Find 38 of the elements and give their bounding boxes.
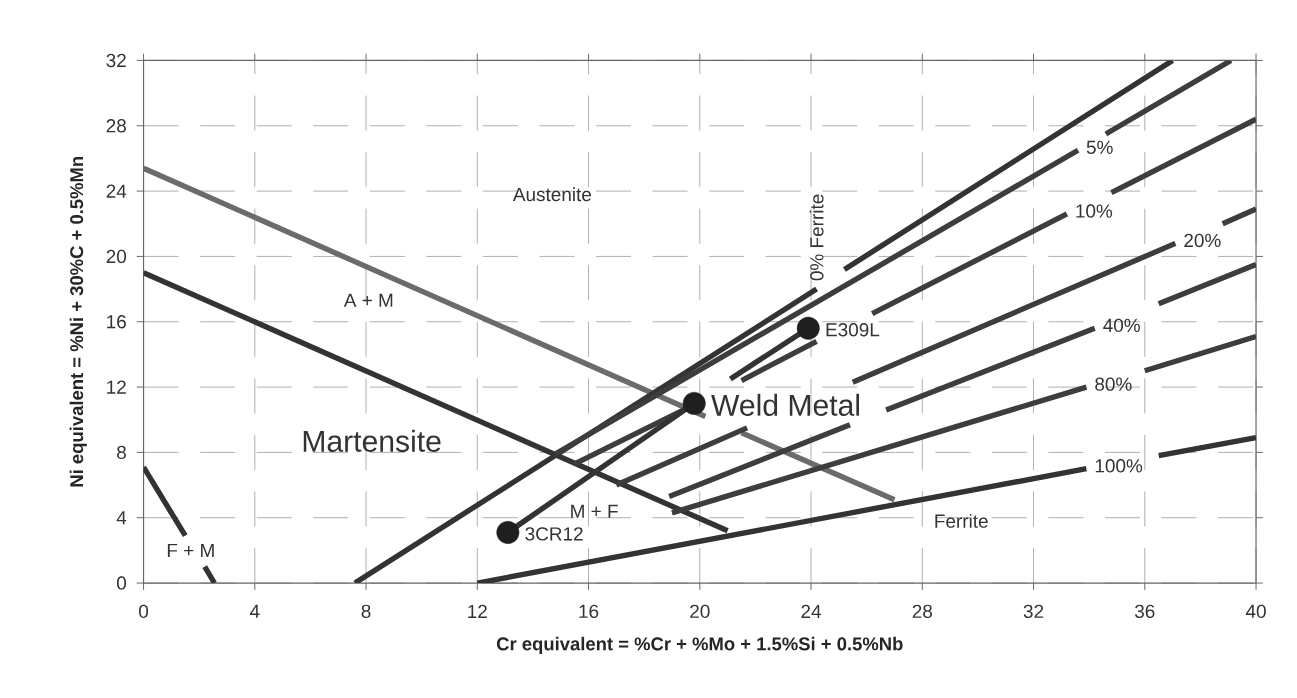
x-tick-label: 0	[139, 604, 149, 618]
x-tick-label: 16	[579, 604, 599, 618]
series-label: 10%	[1076, 204, 1113, 218]
annotation: E309L	[826, 323, 880, 337]
y-tick-label: 20	[106, 249, 127, 264]
annotation: Austenite	[512, 187, 592, 202]
y-tick-label: 0	[116, 576, 127, 590]
y-axis-title: Ni equivalent = %Ni + 30%C + 0.5%Mn	[69, 156, 87, 487]
y-tick-label: 28	[106, 119, 126, 133]
y-tick-label: 8	[117, 445, 126, 460]
x-tick-label: 12	[468, 604, 487, 618]
y-tick-label: 12	[107, 380, 126, 394]
annotation: M + F	[571, 504, 618, 518]
annotation: Ferrite	[935, 513, 988, 528]
x-tick-label: 24	[801, 604, 822, 618]
annotation: Martensite	[303, 429, 441, 452]
series-label: 20%	[1184, 233, 1221, 248]
series-label: 80%	[1095, 377, 1132, 391]
x-tick-label: 28	[912, 604, 932, 618]
x-tick-label: 40	[1245, 604, 1266, 618]
series-label: 40%	[1103, 318, 1140, 333]
series-label: 5%	[1086, 140, 1113, 154]
y-tick-label: 32	[106, 53, 126, 68]
x-tick-label: 20	[690, 604, 710, 618]
x-tick-label: 4	[249, 604, 260, 618]
y-tick-label: 4	[116, 511, 127, 525]
y-tick-label: 24	[106, 184, 127, 198]
text: 0% Ferrite	[809, 194, 824, 281]
x-axis-title: Cr equivalent = %Cr + %Mo + 1.5%Si + 0.5%Nb	[496, 636, 903, 655]
annotation: 3CR12	[525, 527, 583, 541]
x-tick-label: 8	[361, 604, 371, 618]
annotation: Weld Metal	[711, 393, 860, 416]
x-tick-label: 36	[1134, 604, 1155, 618]
annotation: A + M	[343, 293, 393, 307]
y-tick-label: 16	[107, 315, 126, 329]
annotation: F + M	[167, 543, 214, 557]
series-label: 100%	[1095, 459, 1143, 473]
x-tick-label: 32	[1023, 604, 1044, 618]
